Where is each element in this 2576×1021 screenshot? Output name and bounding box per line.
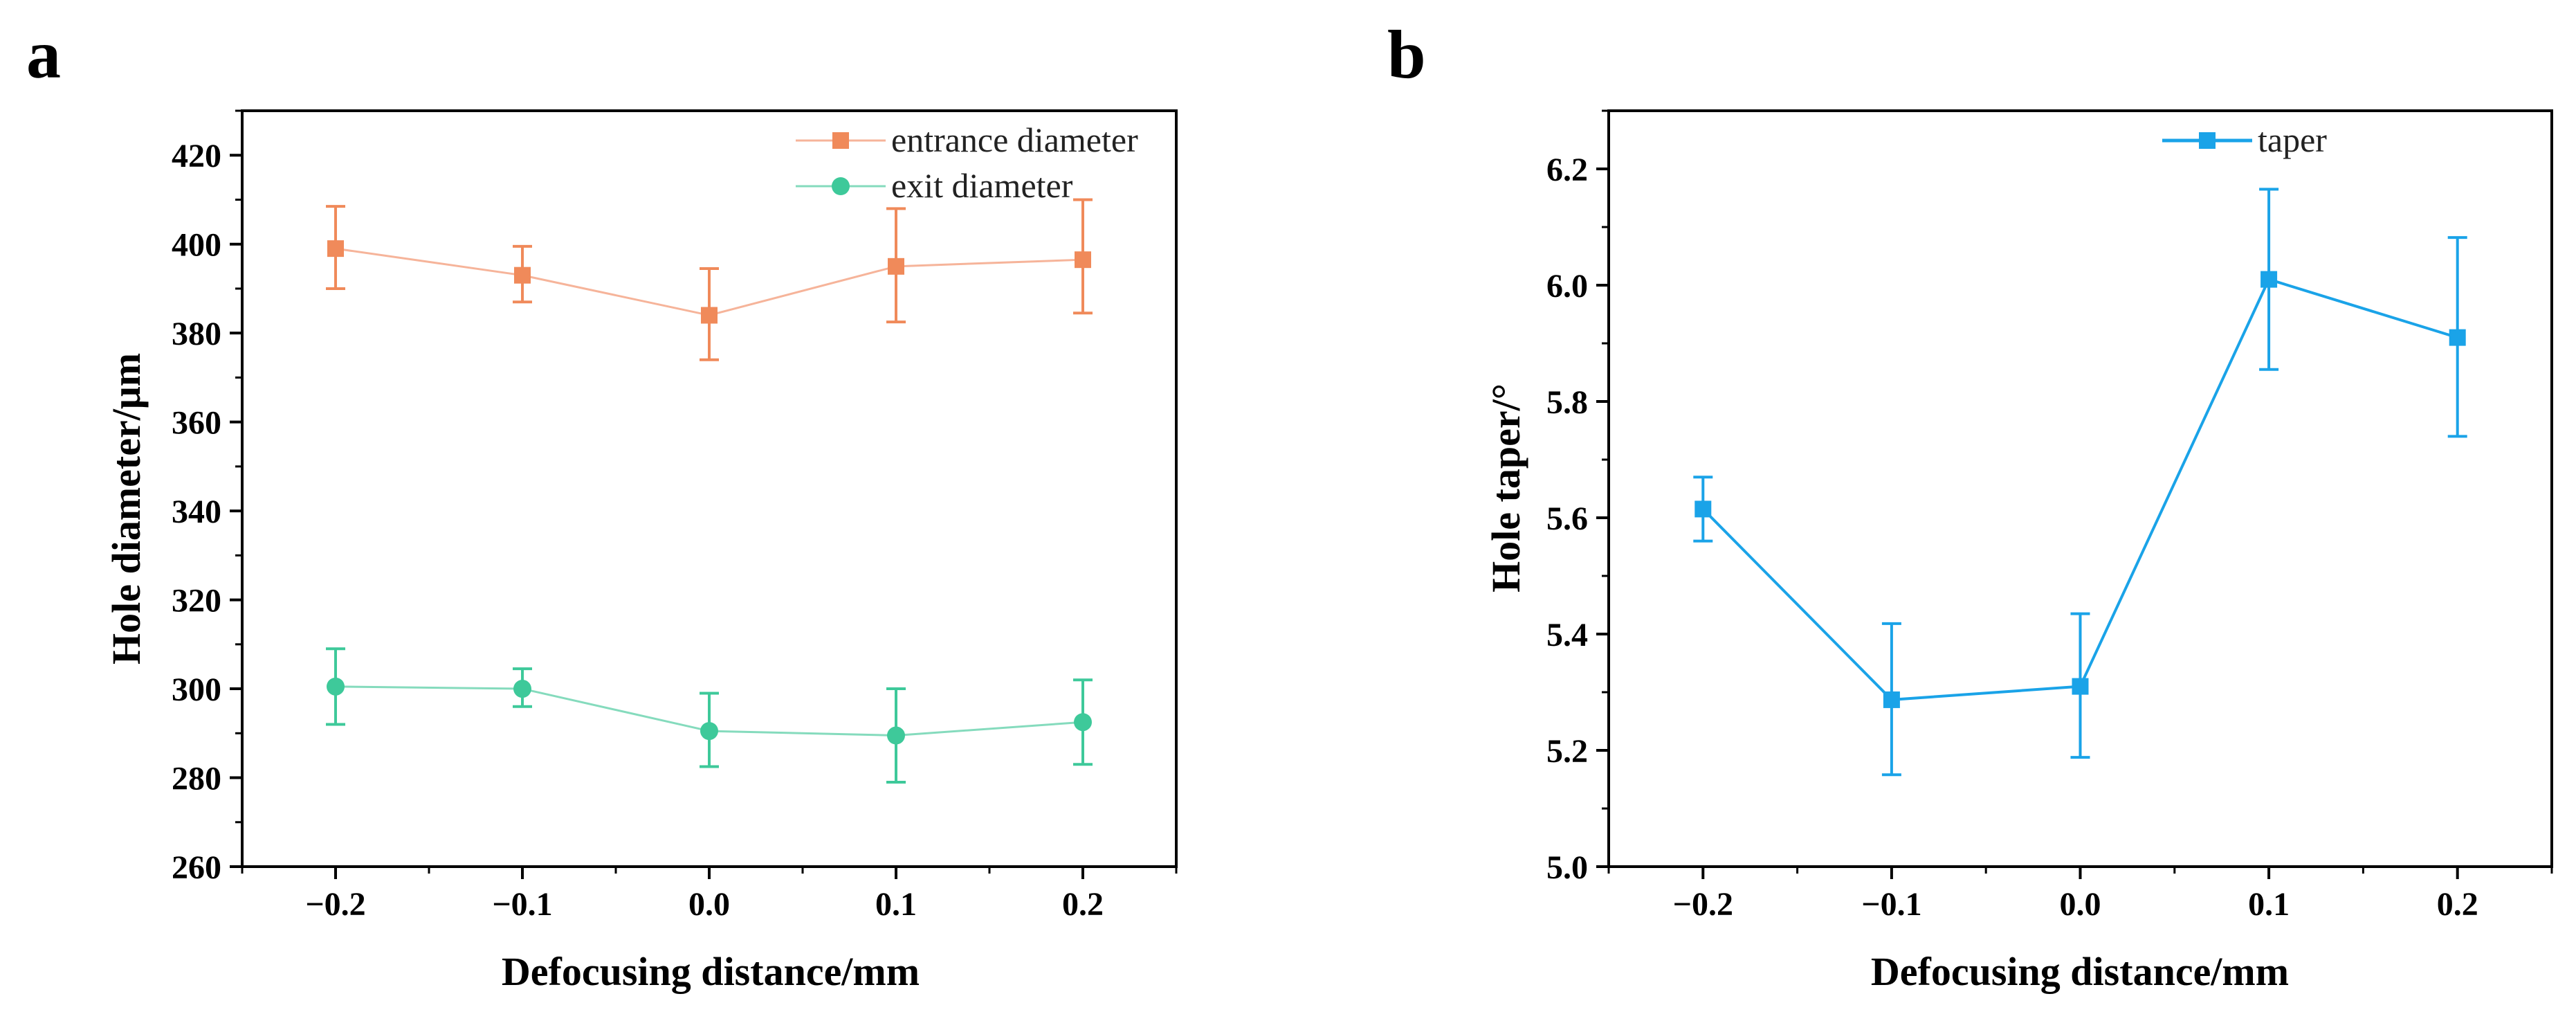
legend-label: taper [2258, 120, 2327, 159]
data-point [327, 240, 344, 257]
legend-marker [832, 132, 849, 149]
legend-marker [832, 177, 850, 195]
x-tick-label: −0.2 [1673, 886, 1733, 923]
chart-a-ylabel: Hole diameter/μm [104, 353, 149, 665]
data-point [700, 722, 718, 741]
data-point [2260, 271, 2278, 288]
chart-a: −0.2 −0.1 0.0 0.1 0.2 260 280 300 320 340 360 380 40… [172, 109, 1178, 923]
y-tick-label: 6.0 [1546, 268, 1588, 305]
y-tick-label: 360 [172, 405, 221, 442]
y-tick-label: 5.4 [1546, 617, 1588, 653]
y-tick-label: 420 [172, 138, 221, 174]
data-point [1695, 500, 1712, 518]
y-tick-label: 5.8 [1546, 384, 1588, 421]
x-tick-label: 0.1 [2248, 886, 2290, 923]
y-tick-label: 5.6 [1546, 500, 1588, 537]
x-tick-label: −0.1 [1861, 886, 1921, 923]
chart-b: −0.2 −0.1 0.0 0.1 0.2 5.0 5.2 5.4 5.6 5.8 6.0 6.2 ta… [1546, 109, 2553, 923]
x-tick-label: 0.0 [688, 886, 730, 923]
chart-b-ylabel: Hole taper/° [1483, 383, 1528, 593]
y-tick-label: 5.2 [1546, 733, 1588, 770]
y-tick-label: 340 [172, 494, 221, 530]
x-tick-label: 0.2 [1062, 886, 1104, 923]
x-tick-label: −0.2 [305, 886, 365, 923]
y-tick-label: 280 [172, 761, 221, 797]
x-tick-label: 0.2 [2437, 886, 2478, 923]
data-point [888, 257, 904, 275]
data-point [1074, 713, 1092, 732]
panel-label-a: a [26, 16, 61, 93]
chart-b-xlabel: Defocusing distance/mm [1871, 949, 2289, 994]
chart-a-xlabel: Defocusing distance/mm [502, 949, 920, 994]
data-point [327, 677, 345, 696]
y-tick-label: 380 [172, 316, 221, 352]
x-tick-label: −0.1 [492, 886, 552, 923]
data-point [887, 726, 905, 745]
legend-label: exit diameter [891, 166, 1073, 205]
y-tick-label: 320 [172, 583, 221, 620]
legend-marker [2199, 132, 2216, 149]
panel-label-b: b [1387, 16, 1426, 93]
data-point [2449, 329, 2466, 346]
data-point [514, 266, 531, 284]
y-tick-label: 260 [172, 849, 221, 886]
x-tick-label: 0.1 [875, 886, 917, 923]
data-point [513, 680, 531, 698]
legend-label: entrance diameter [891, 120, 1138, 159]
y-tick-label: 6.2 [1546, 152, 1588, 188]
x-tick-label: 0.0 [2060, 886, 2101, 923]
data-point [2072, 678, 2089, 695]
data-point [701, 307, 718, 324]
y-tick-label: 400 [172, 227, 221, 264]
y-tick-label: 300 [172, 671, 221, 708]
data-point [1075, 251, 1091, 269]
data-point [1883, 691, 1900, 708]
y-tick-label: 5.0 [1546, 849, 1588, 886]
